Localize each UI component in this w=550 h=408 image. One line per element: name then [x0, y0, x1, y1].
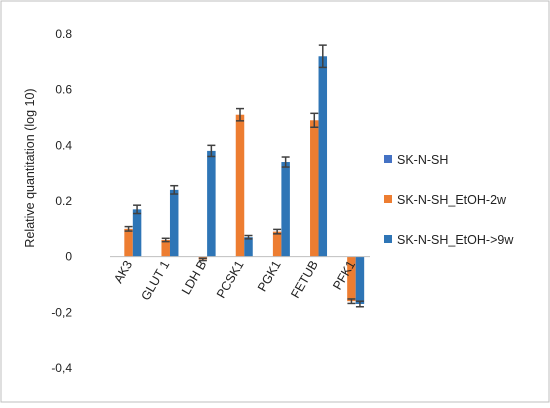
error-bars — [124, 44, 364, 308]
bar-ldh-b-sk-n-sh-etoh-9w — [207, 150, 216, 257]
y-tick-label: 0.2 — [55, 194, 72, 208]
bar-ak3-sk-n-sh-etoh-9w — [132, 209, 142, 257]
legend-label-sk-n-sh-etoh-2w: SK-N-SH_EtOH-2w — [397, 193, 507, 207]
y-tick-label: -0,2 — [51, 305, 72, 319]
y-tick-label: -0,4 — [51, 361, 72, 375]
bar-ak3-sk-n-sh-etoh-2w — [124, 228, 133, 257]
bar-pfk1-sk-n-sh-etoh-9w — [355, 256, 365, 304]
y-axis-label: Relative quantitation (log 10) — [23, 88, 37, 247]
bar-pgk1-sk-n-sh-etoh-2w — [272, 231, 282, 257]
y-tick-label: 0.6 — [55, 83, 72, 97]
bars — [124, 56, 365, 304]
legend-swatch-sk-n-sh-etoh-9w — [384, 235, 392, 243]
bar-fetub-sk-n-sh-etoh-2w — [310, 120, 319, 257]
legend-swatch-sk-n-sh — [384, 155, 392, 163]
y-ticks: 0.8 0.6 0.4 0.2 0 -0,2 -0,4 — [51, 27, 72, 375]
bar-pcsk1-sk-n-sh-etoh-2w — [235, 114, 245, 257]
bar-pgk1-sk-n-sh-etoh-9w — [281, 162, 290, 257]
y-tick-label: 0.8 — [55, 27, 72, 41]
bar-fetub-sk-n-sh-etoh-9w — [318, 56, 328, 257]
y-tick-label: 0.4 — [55, 138, 72, 152]
legend-label-sk-n-sh-etoh-9w: SK-N-SH_EtOH->9w — [397, 233, 514, 247]
bar-glut-1-sk-n-sh-etoh-9w — [169, 189, 179, 257]
y-tick-label: 0 — [65, 250, 72, 264]
bar-glut-1-sk-n-sh-etoh-2w — [161, 239, 170, 257]
legend-swatch-sk-n-sh-etoh-2w — [384, 195, 392, 203]
legend-label-sk-n-sh: SK-N-SH — [397, 153, 448, 167]
bar-pcsk1-sk-n-sh-etoh-9w — [244, 237, 253, 257]
bar-pfk1-sk-n-sh-etoh-2w — [347, 256, 356, 302]
legend: SK-N-SH SK-N-SH_EtOH-2w SK-N-SH_EtOH->9w — [384, 153, 514, 247]
